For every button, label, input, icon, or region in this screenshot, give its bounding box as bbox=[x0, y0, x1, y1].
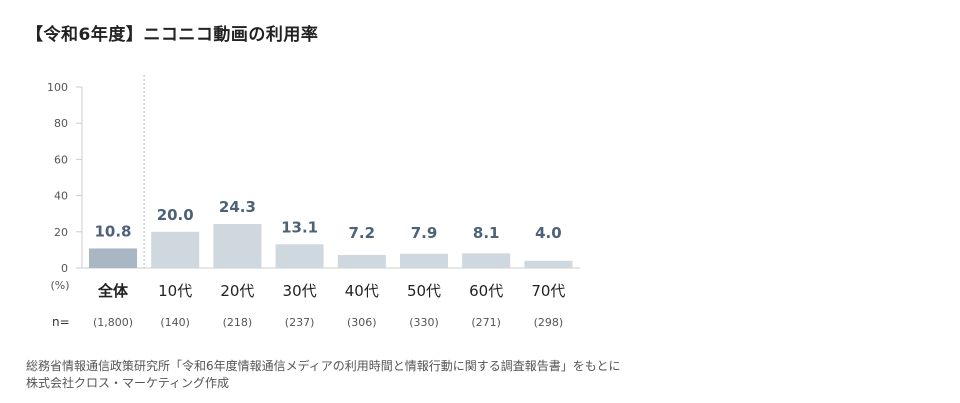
value-label: 13.1 bbox=[281, 218, 318, 236]
value-label: 7.2 bbox=[349, 224, 376, 242]
bar bbox=[151, 231, 200, 268]
category-label: 全体 bbox=[97, 282, 129, 300]
bar bbox=[400, 253, 448, 268]
sample-size-label: (271) bbox=[471, 316, 501, 329]
value-label: 10.8 bbox=[94, 222, 131, 240]
sample-size-label: (298) bbox=[534, 316, 564, 329]
category-label: 60代 bbox=[469, 282, 503, 300]
category-label: 30代 bbox=[283, 282, 317, 300]
sample-size-label: (218) bbox=[223, 316, 253, 329]
bar bbox=[524, 260, 573, 268]
y-tick-label: 100 bbox=[47, 81, 68, 94]
n-label: n= bbox=[52, 315, 70, 329]
category-label: 40代 bbox=[345, 282, 379, 300]
bars bbox=[89, 224, 573, 268]
source-line-1: 総務省情報通信政策研究所「令和6年度情報通信メディアの利用時間と情報行動に関する… bbox=[26, 359, 621, 373]
sample-size-label: (1,800) bbox=[93, 316, 133, 329]
value-label: 4.0 bbox=[535, 224, 562, 242]
sample-size-label: (330) bbox=[409, 316, 439, 329]
value-label: 24.3 bbox=[219, 198, 256, 216]
y-tick-label: 60 bbox=[54, 153, 68, 166]
y-tick-label: 20 bbox=[54, 226, 68, 239]
category-label: 50代 bbox=[407, 282, 441, 300]
bar bbox=[462, 253, 511, 268]
source-note: 総務省情報通信政策研究所「令和6年度情報通信メディアの利用時間と情報行動に関する… bbox=[26, 358, 621, 392]
sample-size-label: (140) bbox=[160, 316, 190, 329]
category-label: 70代 bbox=[531, 282, 565, 300]
bar bbox=[337, 254, 386, 268]
value-label: 20.0 bbox=[157, 206, 194, 224]
source-line-2: 株式会社クロス・マーケティング作成 bbox=[26, 376, 230, 390]
sample-size-labels: n= (1,800) (140) (218) (237) (306) (330) (271) (… bbox=[52, 315, 563, 329]
chart-title: 【令和6年度】ニコニコ動画の利用率 bbox=[26, 25, 319, 45]
y-tick-label: 0 bbox=[61, 262, 68, 275]
category-labels: 全体 10代 20代 30代 40代 50代 60代 70代 bbox=[97, 282, 565, 300]
bar bbox=[213, 224, 262, 268]
category-label: 20代 bbox=[220, 282, 254, 300]
sample-size-label: (237) bbox=[285, 316, 315, 329]
y-tick-label: 80 bbox=[54, 117, 68, 130]
bar bbox=[89, 248, 137, 268]
category-label: 10代 bbox=[158, 282, 192, 300]
value-label: 8.1 bbox=[473, 224, 500, 242]
bar bbox=[275, 244, 324, 268]
y-unit-label: (%) bbox=[50, 279, 69, 292]
value-label: 7.9 bbox=[411, 224, 438, 242]
sample-size-label: (306) bbox=[347, 316, 377, 329]
value-labels: 10.8 20.0 24.3 13.1 7.2 7.9 8.1 4.0 bbox=[94, 198, 561, 242]
y-tick-label: 40 bbox=[54, 190, 68, 203]
bar-chart: 100 80 60 40 20 0 (%) 10.8 20.0 24.3 13.1 7.2 7.9 8.… bbox=[47, 75, 580, 329]
